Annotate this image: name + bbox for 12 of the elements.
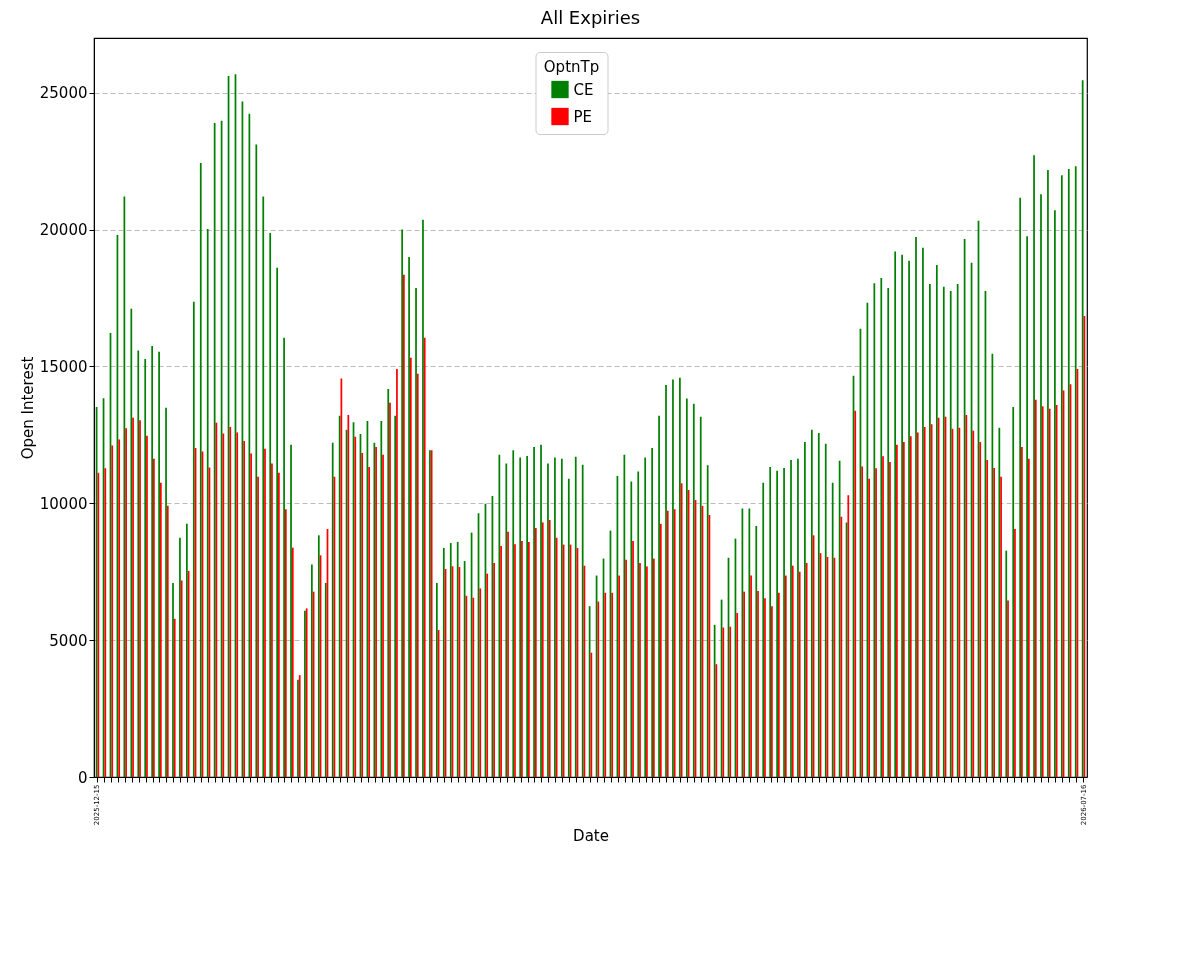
- legend-label: PE: [573, 107, 593, 126]
- legend-label: CE: [573, 80, 594, 99]
- y-tick-label: 25000: [39, 84, 88, 103]
- y-tick-label: 15000: [39, 357, 88, 376]
- y-tick-label: 10000: [39, 494, 88, 513]
- x-axis-title: Date: [573, 827, 609, 846]
- y-tick-label: 20000: [39, 221, 88, 240]
- y-tick-label: 5000: [49, 631, 88, 650]
- y-tick-label: 0: [77, 768, 88, 787]
- y-axis-title: Open Interest: [18, 356, 37, 460]
- legend-title: OptnTp: [543, 58, 600, 76]
- chart-title: All Expiries: [540, 7, 641, 28]
